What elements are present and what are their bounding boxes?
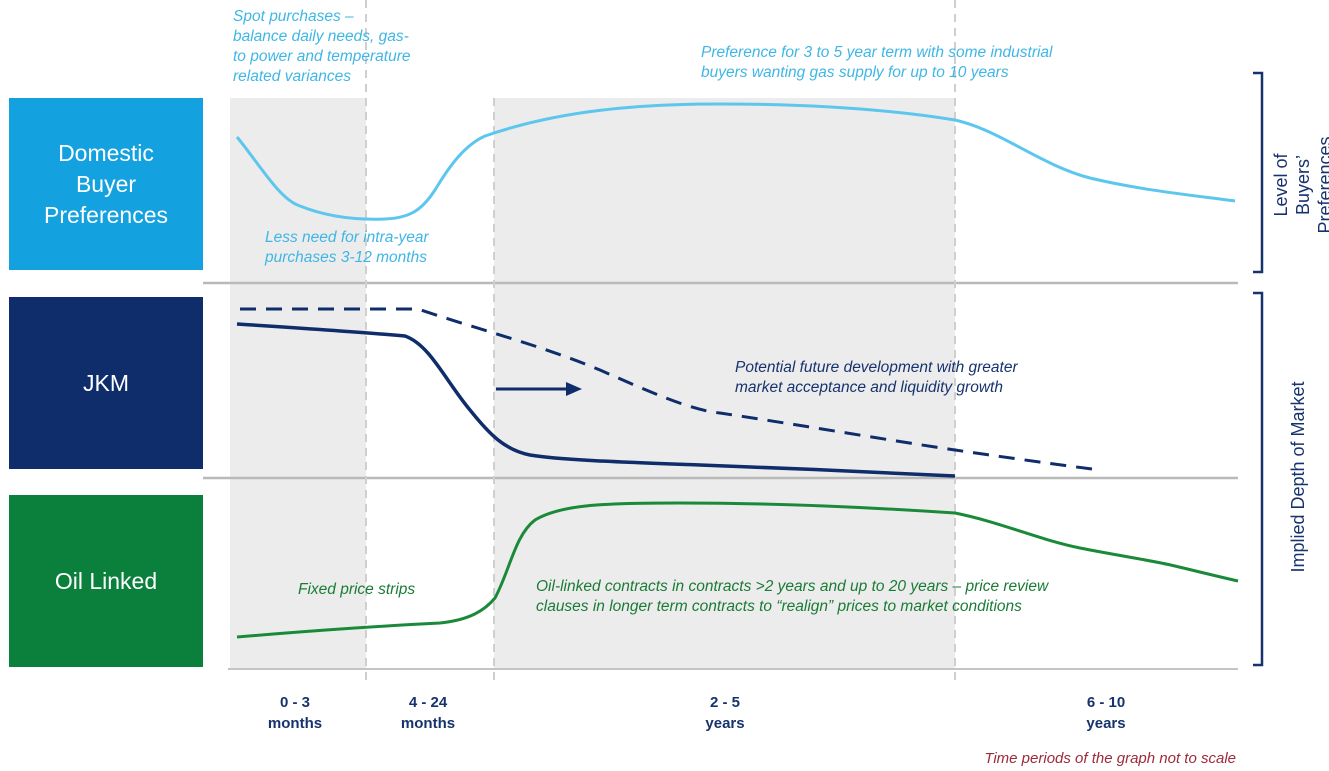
annotation-fixed-price: Fixed price strips [298, 581, 416, 598]
shade-band-2-5-years [494, 98, 955, 668]
domestic-preference-curve [235, 102, 1236, 221]
axis-label-buyers-preferences: Level of Buyers’ Preferences [1271, 136, 1329, 234]
axis-label-depth-of-market: Implied Depth of Market [1288, 381, 1308, 573]
bracket-depth-of-market [1253, 291, 1264, 667]
period-label-6-10-years: 6 - 10 years [1086, 694, 1126, 732]
annotation-less-need: Less need for intra-year purchases 3-12 … [265, 229, 429, 266]
oil-linked-label: Oil Linked [54, 567, 158, 594]
shift-arrow-head [566, 382, 582, 396]
domestic-buyer-preferences-box: Domestic Buyer Preferences [9, 98, 203, 270]
annotation-spot-purchases: Spot purchases – balance daily needs, ga… [233, 8, 411, 85]
jkm-future-curve [240, 307, 1101, 472]
shade-band-0-3-months [230, 98, 366, 668]
jkm-current-curve [236, 322, 956, 478]
annotation-term-preference: Preference for 3 to 5 year term with som… [701, 44, 1053, 81]
bracket-buyer-preferences [1253, 71, 1264, 274]
scale-footnote: Time periods of the graph not to scale [984, 750, 1236, 767]
period-label-4-24-months: 4 - 24 months [400, 694, 456, 732]
oil-linked-curve [236, 501, 1239, 639]
domestic-buyer-preferences-label: Domestic Buyer Preferences [43, 139, 168, 228]
jkm-box: JKM [9, 297, 203, 469]
jkm-label: JKM [83, 369, 129, 396]
oil-linked-box: Oil Linked [9, 495, 203, 667]
period-label-2-5-years: 2 - 5 years [705, 694, 745, 732]
annotation-potential-development: Potential future development with greate… [735, 359, 1018, 396]
annotation-oil-linked-contracts: Oil-linked contracts in contracts >2 yea… [536, 578, 1049, 615]
period-label-0-3-months: 0 - 3 months [267, 694, 323, 732]
